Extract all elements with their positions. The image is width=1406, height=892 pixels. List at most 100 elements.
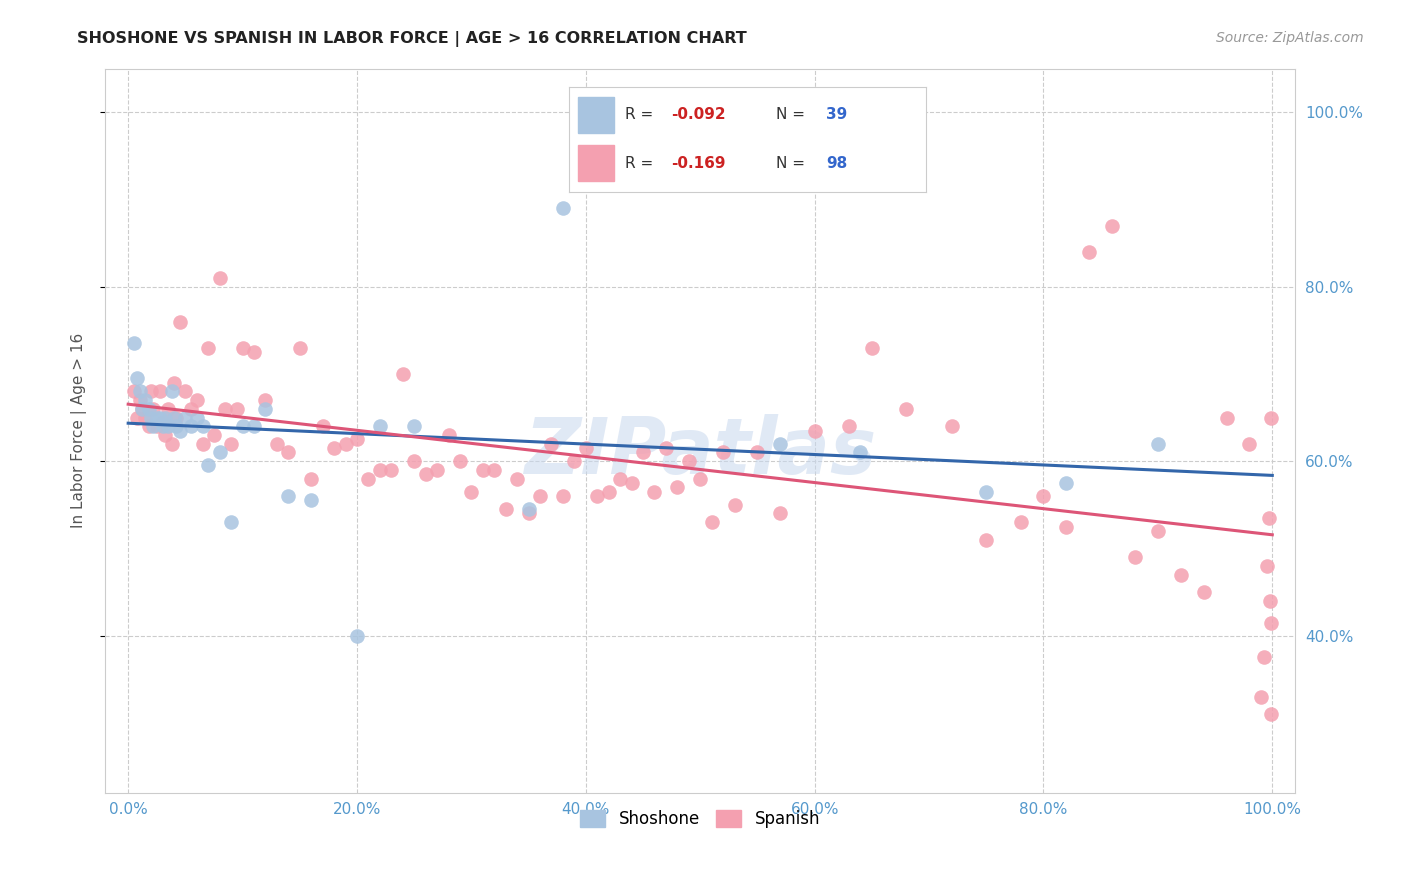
Point [1054, 519, 1077, 533]
Point [266, 436, 288, 450]
Y-axis label: In Labor Force | Age > 16: In Labor Force | Age > 16 [72, 333, 87, 528]
Point [254, 401, 277, 416]
Point [299, 472, 322, 486]
Point [575, 441, 598, 455]
Point [335, 436, 357, 450]
Point [277, 445, 299, 459]
Point [747, 445, 769, 459]
Point [128, 392, 150, 407]
Point [160, 384, 183, 399]
Point [1256, 558, 1278, 573]
Point [191, 419, 214, 434]
Point [138, 419, 160, 434]
Point [849, 445, 872, 459]
Point [380, 463, 402, 477]
Point [122, 384, 145, 399]
Point [700, 515, 723, 529]
Point [484, 463, 506, 477]
Point [299, 493, 322, 508]
Point [163, 410, 186, 425]
Point [551, 201, 574, 215]
Point [1260, 615, 1282, 630]
Point [1123, 550, 1146, 565]
Point [146, 410, 169, 425]
Point [152, 415, 174, 429]
Point [1054, 475, 1077, 490]
Point [391, 367, 413, 381]
Point [586, 489, 609, 503]
Point [655, 441, 678, 455]
Point [495, 502, 517, 516]
Point [323, 441, 346, 455]
Point [368, 463, 391, 477]
Point [1101, 219, 1123, 233]
Point [974, 533, 997, 547]
Point [169, 314, 191, 328]
Point [165, 410, 187, 425]
Point [232, 419, 254, 434]
Point [631, 445, 654, 459]
Point [1250, 690, 1272, 704]
Point [609, 472, 631, 486]
Point [174, 384, 197, 399]
Point [157, 401, 180, 416]
Point [517, 502, 540, 516]
Point [426, 463, 449, 477]
Text: ZIPatlas: ZIPatlas [524, 414, 876, 491]
Point [894, 401, 917, 416]
Point [153, 428, 176, 442]
Text: Source: ZipAtlas.com: Source: ZipAtlas.com [1216, 31, 1364, 45]
Point [838, 419, 860, 434]
Point [165, 419, 187, 434]
Point [142, 419, 165, 434]
Point [1253, 650, 1275, 665]
Point [346, 629, 368, 643]
Point [1078, 244, 1101, 259]
Point [666, 480, 689, 494]
Point [769, 436, 792, 450]
Point [152, 419, 174, 434]
Point [277, 489, 299, 503]
Point [404, 419, 426, 434]
Point [564, 454, 586, 468]
Point [202, 428, 225, 442]
Point [860, 341, 883, 355]
Point [415, 467, 437, 482]
Point [974, 484, 997, 499]
Point [1239, 436, 1261, 450]
Point [711, 445, 734, 459]
Point [643, 484, 665, 499]
Point [169, 424, 191, 438]
Point [551, 489, 574, 503]
Point [471, 463, 494, 477]
Point [678, 454, 700, 468]
Point [191, 436, 214, 450]
Point [131, 401, 153, 416]
Point [180, 401, 202, 416]
Point [243, 419, 266, 434]
Point [1147, 436, 1170, 450]
Point [219, 436, 242, 450]
Point [139, 384, 162, 399]
Point [1192, 585, 1215, 599]
Point [1147, 524, 1170, 538]
Point [131, 401, 153, 416]
Point [163, 376, 186, 390]
Point [529, 489, 551, 503]
Point [197, 341, 219, 355]
Point [127, 410, 149, 425]
Point [134, 410, 156, 425]
Legend: Shoshone, Spanish: Shoshone, Spanish [574, 804, 827, 835]
Point [243, 345, 266, 359]
Point [219, 515, 242, 529]
Point [208, 445, 231, 459]
Point [214, 401, 236, 416]
Point [517, 507, 540, 521]
Point [1260, 707, 1282, 722]
Point [506, 472, 529, 486]
Point [149, 410, 172, 425]
Point [1260, 410, 1282, 425]
Point [1257, 511, 1279, 525]
Point [157, 419, 180, 434]
Point [186, 410, 208, 425]
